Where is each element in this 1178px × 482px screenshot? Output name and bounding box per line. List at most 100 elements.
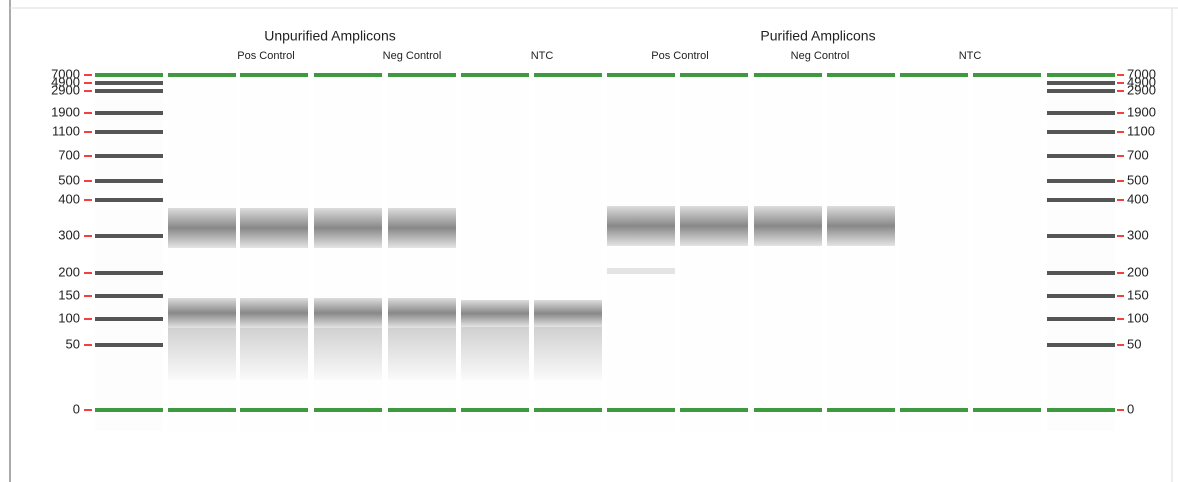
ladder-label: 200 bbox=[58, 264, 80, 279]
lane bbox=[680, 66, 748, 431]
ladder-label: 300 bbox=[58, 227, 80, 242]
lane bbox=[973, 66, 1041, 431]
ladder-label: 0 bbox=[73, 401, 80, 416]
marker-band bbox=[534, 408, 602, 412]
ladder-label: 100 bbox=[58, 310, 80, 325]
ladder-label: 150 bbox=[58, 287, 80, 302]
ladder-lane bbox=[1047, 66, 1115, 431]
amplicon-band bbox=[314, 208, 382, 248]
dimer-band bbox=[461, 300, 529, 327]
ladder-band bbox=[1047, 73, 1115, 77]
marker-band bbox=[314, 408, 382, 412]
marker-band bbox=[607, 73, 675, 77]
ladder-label: 1900 bbox=[51, 104, 80, 119]
ladder-label: 150 bbox=[1127, 287, 1149, 302]
ladder-label: 2900 bbox=[51, 82, 80, 97]
marker-band bbox=[388, 73, 456, 77]
dimer-smear bbox=[461, 322, 529, 380]
ladder-band bbox=[1047, 130, 1115, 134]
ladder-label: 300 bbox=[1127, 227, 1149, 242]
lane bbox=[754, 66, 822, 431]
ladder-label: 700 bbox=[58, 147, 80, 162]
marker-band bbox=[900, 408, 968, 412]
ladder-band bbox=[95, 89, 163, 93]
dimer-smear bbox=[168, 322, 236, 380]
lane bbox=[607, 66, 675, 431]
lane-label: Neg Control bbox=[383, 50, 442, 62]
ladder-band bbox=[1047, 154, 1115, 158]
ladder-label: 1900 bbox=[1127, 104, 1156, 119]
dimer-smear bbox=[240, 322, 308, 380]
amplicon-band bbox=[827, 206, 895, 246]
marker-band bbox=[461, 73, 529, 77]
ladder-band bbox=[1047, 89, 1115, 93]
ladder-band bbox=[95, 111, 163, 115]
ladder-band bbox=[95, 343, 163, 347]
marker-band bbox=[680, 408, 748, 412]
faint-band bbox=[607, 268, 675, 274]
amplicon-band bbox=[388, 208, 456, 248]
ladder-band bbox=[1047, 271, 1115, 275]
ladder-band bbox=[1047, 294, 1115, 298]
lane-label: Pos Control bbox=[237, 50, 294, 62]
dimer-band bbox=[314, 298, 382, 328]
marker-band bbox=[168, 408, 236, 412]
amplicon-band bbox=[240, 208, 308, 248]
ladder-band bbox=[95, 234, 163, 238]
ladder-band bbox=[95, 154, 163, 158]
ladder-label: 100 bbox=[1127, 310, 1149, 325]
ladder-band bbox=[95, 73, 163, 77]
ladder-band bbox=[95, 317, 163, 321]
marker-band bbox=[973, 73, 1041, 77]
marker-band bbox=[754, 73, 822, 77]
dimer-smear bbox=[534, 322, 602, 380]
dimer-band bbox=[168, 298, 236, 328]
ladder-label: 700 bbox=[1127, 147, 1149, 162]
ladder-band bbox=[95, 130, 163, 134]
ladder-label: 1100 bbox=[1127, 123, 1155, 138]
lane bbox=[827, 66, 895, 431]
ladder-label: 200 bbox=[1127, 264, 1149, 279]
dimer-band bbox=[240, 298, 308, 328]
ladder-band bbox=[95, 179, 163, 183]
ladder-label: 400 bbox=[58, 191, 80, 206]
ladder-band bbox=[95, 408, 163, 412]
marker-band bbox=[461, 408, 529, 412]
dimer-smear bbox=[314, 322, 382, 380]
ladder-label: 1100 bbox=[52, 123, 80, 138]
ladder-label: 500 bbox=[58, 172, 80, 187]
marker-band bbox=[607, 408, 675, 412]
dimer-band bbox=[388, 298, 456, 328]
marker-band bbox=[240, 73, 308, 77]
marker-band bbox=[827, 73, 895, 77]
lane bbox=[900, 66, 968, 431]
group-title: Purified Amplicons bbox=[760, 28, 875, 44]
ladder-band bbox=[1047, 343, 1115, 347]
dimer-smear bbox=[388, 322, 456, 380]
ladder-band bbox=[1047, 234, 1115, 238]
marker-band bbox=[900, 73, 968, 77]
marker-band bbox=[754, 408, 822, 412]
marker-band bbox=[534, 73, 602, 77]
ladder-band bbox=[1047, 408, 1115, 412]
ladder-band bbox=[1047, 179, 1115, 183]
ladder-label: 50 bbox=[1127, 336, 1141, 351]
ladder-label: 0 bbox=[1127, 401, 1134, 416]
lane-label: Neg Control bbox=[791, 50, 850, 62]
ladder-band bbox=[1047, 111, 1115, 115]
lane-label: NTC bbox=[959, 50, 982, 62]
marker-band bbox=[168, 73, 236, 77]
amplicon-band bbox=[168, 208, 236, 248]
lane-label: NTC bbox=[531, 50, 554, 62]
dimer-band bbox=[534, 300, 602, 327]
ladder-lane bbox=[95, 66, 163, 431]
ladder-label: 400 bbox=[1127, 191, 1149, 206]
ladder-band bbox=[95, 198, 163, 202]
amplicon-band bbox=[754, 206, 822, 246]
ladder-band bbox=[1047, 317, 1115, 321]
lane-label: Pos Control bbox=[651, 50, 708, 62]
ladder-label: 2900 bbox=[1127, 82, 1156, 97]
marker-band bbox=[680, 73, 748, 77]
gel-image: Unpurified AmpliconsPos ControlNeg Contr… bbox=[0, 0, 1178, 482]
ladder-band bbox=[95, 271, 163, 275]
